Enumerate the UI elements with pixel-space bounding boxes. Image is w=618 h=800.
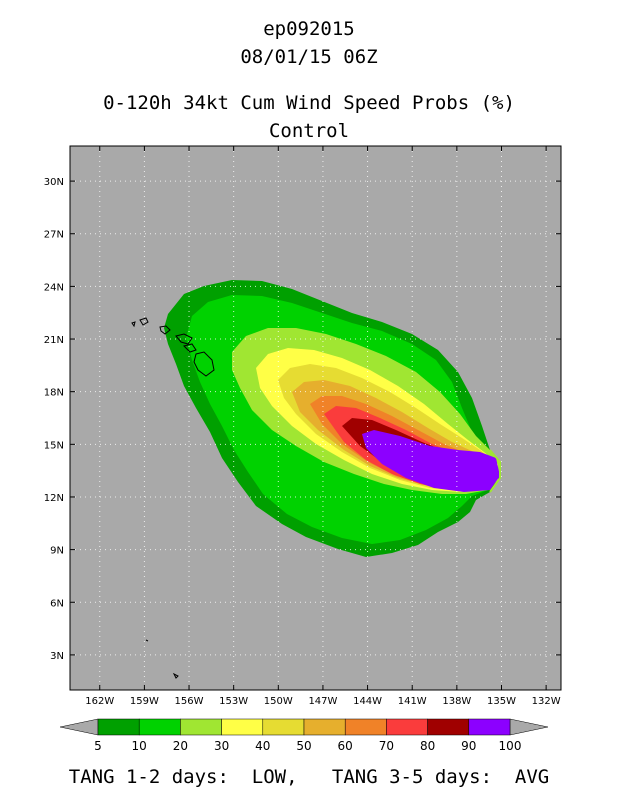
colorbar-swatch bbox=[180, 718, 222, 736]
island-maui-molokai bbox=[175, 333, 193, 345]
island-niihau bbox=[131, 321, 136, 328]
colorbar-swatch bbox=[386, 718, 428, 736]
lon-label: 156W bbox=[175, 696, 204, 707]
colorbar-swatch bbox=[303, 718, 346, 736]
colorbar-level-label: 60 bbox=[338, 739, 353, 753]
colorbar-swatch bbox=[138, 718, 181, 736]
lon-label: 135W bbox=[487, 696, 516, 707]
product-title: 0-120h 34kt Cum Wind Speed Probs (%) bbox=[103, 92, 515, 114]
lon-label: 147W bbox=[308, 696, 337, 707]
lat-label: 27N bbox=[44, 230, 64, 241]
colorbar-level-label: 40 bbox=[255, 739, 270, 753]
colorbar-swatch bbox=[221, 718, 264, 736]
lat-label: 9N bbox=[50, 546, 64, 557]
colorbar-level-label: 70 bbox=[379, 739, 394, 753]
colorbar: 5 10 20 30 40 50 60 70 80 90 100 bbox=[59, 718, 549, 753]
lat-label: 3N bbox=[50, 651, 64, 662]
lon-label: 162W bbox=[85, 696, 114, 707]
model-title: Control bbox=[268, 120, 350, 142]
lon-label: 150W bbox=[264, 696, 293, 707]
colorbar-level-label: 30 bbox=[214, 739, 229, 753]
storm-id-title: ep092015 bbox=[263, 18, 355, 40]
longitude-labels: 162W 159W 156W 153W 150W 147W 144W 141W 138W 135W… bbox=[85, 146, 561, 707]
contour-edge-green bbox=[489, 449, 501, 493]
lat-label: 6N bbox=[50, 598, 64, 609]
lon-label: 159W bbox=[130, 696, 159, 707]
island-small-2 bbox=[172, 672, 179, 679]
colorbar-level-label: 5 bbox=[94, 739, 102, 753]
lat-label: 12N bbox=[44, 493, 64, 504]
island-kauai bbox=[139, 317, 149, 326]
probability-contours bbox=[164, 280, 501, 557]
graticule bbox=[70, 146, 561, 690]
colorbar-level-label: 20 bbox=[173, 739, 188, 753]
lon-label: 132W bbox=[532, 696, 561, 707]
colorbar-swatch bbox=[468, 718, 511, 736]
colorbar-level-label: 100 bbox=[499, 739, 522, 753]
island-maui bbox=[183, 343, 197, 353]
colorbar-level-label: 50 bbox=[296, 739, 311, 753]
colorbar-left-cap bbox=[59, 718, 99, 736]
colorbar-level-label: 90 bbox=[461, 739, 476, 753]
lat-label: 21N bbox=[44, 335, 64, 346]
island-oahu bbox=[159, 325, 171, 335]
lat-label: 30N bbox=[44, 177, 64, 188]
lat-label: 15N bbox=[44, 440, 64, 451]
colorbar-swatch bbox=[262, 718, 305, 736]
lon-label: 138W bbox=[442, 696, 471, 707]
colorbar-swatch bbox=[344, 718, 387, 736]
latitude-labels: 30N 27N 24N 21N 18N 15N 12N 9N 6N 3N bbox=[44, 177, 561, 662]
island-big-island bbox=[193, 351, 215, 377]
lon-label: 153W bbox=[219, 696, 248, 707]
colorbar-swatch bbox=[97, 718, 140, 736]
lat-label: 18N bbox=[44, 388, 64, 399]
colorbar-level-label: 80 bbox=[420, 739, 435, 753]
colorbar-swatch bbox=[427, 718, 470, 736]
tang-footer: TANG 1-2 days: LOW, TANG 3-5 days: AVG bbox=[68, 766, 550, 788]
datetime-title: 08/01/15 06Z bbox=[240, 46, 378, 68]
map-frame bbox=[69, 145, 562, 691]
hawaii-islands bbox=[131, 317, 215, 679]
lon-label: 141W bbox=[398, 696, 427, 707]
lon-label: 144W bbox=[353, 696, 382, 707]
lat-label: 24N bbox=[44, 282, 64, 293]
colorbar-level-label: 10 bbox=[132, 739, 147, 753]
island-small-1 bbox=[145, 639, 149, 642]
contour-90-100 bbox=[362, 430, 500, 492]
colorbar-right-cap bbox=[509, 718, 549, 736]
